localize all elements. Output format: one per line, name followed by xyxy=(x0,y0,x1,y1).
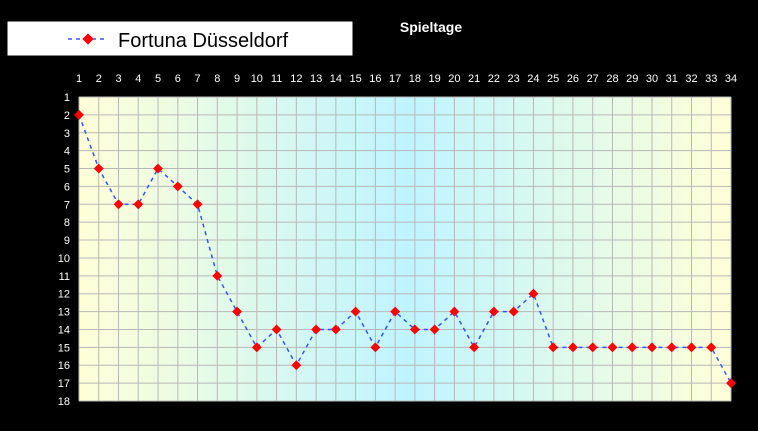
legend-marker xyxy=(82,33,94,45)
data-point xyxy=(449,306,460,317)
data-point xyxy=(390,306,401,317)
data-point xyxy=(567,342,578,353)
x-tick-label: 6 xyxy=(175,73,181,85)
x-tick-label: 12 xyxy=(290,73,302,85)
x-tick-label: 9 xyxy=(234,73,240,85)
data-point xyxy=(370,342,381,353)
x-tick-label: 7 xyxy=(194,73,200,85)
x-tick-label: 28 xyxy=(606,73,618,85)
y-tick-label: 11 xyxy=(59,271,70,283)
y-tick-label: 9 xyxy=(64,235,70,247)
data-point xyxy=(627,342,638,353)
x-tick-label: 20 xyxy=(448,73,460,85)
data-point xyxy=(686,342,697,353)
data-point xyxy=(74,109,84,120)
data-point xyxy=(469,342,480,353)
x-tick-label: 8 xyxy=(214,73,220,85)
data-point xyxy=(212,270,223,281)
data-point xyxy=(291,360,302,371)
x-tick-label: 22 xyxy=(488,73,500,85)
y-tick-label: 10 xyxy=(58,253,70,265)
x-tick-label: 30 xyxy=(646,73,658,85)
x-tick-labels: 1 2 3 4 5 6 7 8 9 10 11 12 13 14 15 16 17 18 19 20 21 22 23 24 2… xyxy=(76,73,737,85)
data-point xyxy=(133,199,144,210)
data-point xyxy=(587,342,598,353)
data-point xyxy=(330,324,341,335)
y-tick-label: 14 xyxy=(58,324,70,336)
x-tick-label: 19 xyxy=(429,73,441,85)
data-point xyxy=(666,342,677,353)
x-tick-label: 3 xyxy=(115,73,121,85)
y-tick-label: 3 xyxy=(64,128,70,140)
y-tick-label: 8 xyxy=(64,217,70,229)
plot-area xyxy=(78,96,732,402)
x-tick-label: 10 xyxy=(251,73,263,85)
x-tick-label: 13 xyxy=(310,73,322,85)
x-tick-label: 23 xyxy=(508,73,520,85)
data-point xyxy=(271,324,282,335)
x-tick-label: 2 xyxy=(96,73,102,85)
data-point xyxy=(548,342,559,353)
x-tick-label: 15 xyxy=(349,73,361,85)
x-tick-label: 21 xyxy=(468,73,480,85)
data-point xyxy=(706,342,717,353)
legend-label: Fortuna Düsseldorf xyxy=(118,30,289,52)
y-tick-label: 2 xyxy=(64,110,70,122)
y-tick-label: 18 xyxy=(58,396,70,408)
x-tick-label: 18 xyxy=(409,73,421,85)
data-point xyxy=(93,163,104,174)
x-tick-label: 17 xyxy=(389,73,401,85)
series-line-fortuna xyxy=(78,114,732,384)
chart-title: Spieltage xyxy=(400,19,462,35)
data-point xyxy=(113,199,124,210)
data-point xyxy=(429,324,440,335)
x-tick-label: 25 xyxy=(547,73,559,85)
x-tick-label: 16 xyxy=(369,73,381,85)
data-point xyxy=(192,199,203,210)
data-point xyxy=(409,324,420,335)
x-tick-label: 4 xyxy=(135,73,141,85)
y-tick-label: 12 xyxy=(58,289,70,301)
x-tick-label: 24 xyxy=(527,73,539,85)
legend: Fortuna Düsseldorf xyxy=(6,20,354,57)
x-tick-label: 5 xyxy=(155,73,161,85)
data-point xyxy=(251,342,262,353)
data-point xyxy=(172,181,183,192)
y-tick-label: 6 xyxy=(64,181,70,193)
y-tick-label: 1 xyxy=(64,92,70,104)
x-tick-label: 14 xyxy=(330,73,342,85)
grid xyxy=(78,96,732,402)
y-tick-label: 4 xyxy=(64,146,70,158)
data-point xyxy=(153,163,163,174)
data-point xyxy=(350,306,361,317)
x-tick-label: 1 xyxy=(76,73,82,85)
data-point xyxy=(311,324,322,335)
x-tick-label: 31 xyxy=(666,73,678,85)
data-point xyxy=(528,288,539,299)
y-tick-label: 13 xyxy=(58,307,70,319)
y-tick-label: 7 xyxy=(64,199,70,211)
x-tick-label: 29 xyxy=(626,73,638,85)
x-tick-label: 33 xyxy=(705,73,717,85)
y-tick-label: 5 xyxy=(64,164,70,176)
x-tick-label: 32 xyxy=(685,73,697,85)
data-point xyxy=(726,378,736,389)
series-markers xyxy=(74,109,736,389)
data-point xyxy=(607,342,618,353)
y-tick-label: 16 xyxy=(58,360,70,372)
x-tick-label: 34 xyxy=(725,73,737,85)
data-point xyxy=(488,306,499,317)
y-tick-label: 17 xyxy=(58,378,70,390)
legend-box xyxy=(6,20,354,57)
data-point xyxy=(232,306,243,317)
y-tick-label: 15 xyxy=(58,342,70,354)
x-tick-label: 27 xyxy=(587,73,599,85)
x-tick-label: 26 xyxy=(567,73,579,85)
x-tick-label: 11 xyxy=(271,73,282,85)
data-point xyxy=(647,342,657,353)
